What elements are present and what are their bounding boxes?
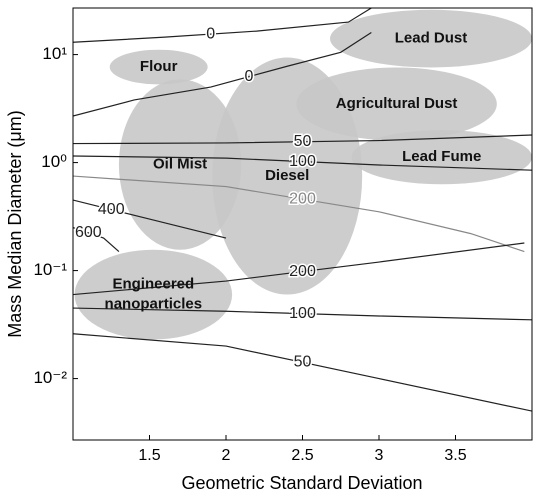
x-tick-label: 2.5 [291, 447, 313, 464]
region-label: Diesel [265, 167, 309, 184]
y-tick-label: 10¹ [42, 44, 67, 63]
y-axis-label: Mass Median Diameter (μm) [5, 110, 25, 337]
region [212, 57, 363, 295]
region-label-line: nanoparticles [105, 296, 203, 313]
region [118, 79, 242, 250]
contour-line [73, 134, 532, 145]
contour-line [73, 32, 372, 117]
contour-line [73, 242, 525, 296]
contour-label: 400 [98, 201, 125, 218]
region-label: Engineered nanoparticles [105, 276, 203, 313]
region-label: Flour [140, 58, 178, 75]
contour-label: 0 [206, 25, 215, 42]
contour-label: 200 [289, 263, 316, 280]
contour-label: 0 [244, 68, 253, 85]
contour-line [73, 155, 532, 171]
x-tick-label: 2 [222, 447, 231, 464]
x-tick-label: 3.5 [444, 447, 466, 464]
region-label: Lead Fume [402, 148, 481, 165]
contour-label: 100 [289, 305, 316, 322]
x-tick-label: 3 [375, 447, 384, 464]
region [351, 130, 532, 185]
region-label: Lead Dust [395, 30, 468, 47]
y-tick-label: 10⁻² [33, 368, 67, 387]
contour-label: 100 [289, 153, 316, 170]
x-tick-label: 1.5 [138, 447, 160, 464]
x-axis-label: Geometric Standard Deviation [181, 473, 422, 493]
contour-label: 200 [289, 190, 316, 207]
y-tick-label: 10⁰ [41, 152, 67, 171]
contour-label: 600 [75, 224, 102, 241]
region-label-line: Engineered [112, 276, 194, 293]
contour-line [73, 307, 532, 321]
contour-line [73, 227, 120, 253]
contour-line [73, 199, 227, 239]
region-label: Agricultural Dust [336, 95, 458, 112]
contour-label: 50 [294, 133, 312, 150]
contour-label: 50 [294, 354, 312, 371]
contour-line [73, 8, 372, 43]
contour-line [73, 175, 525, 253]
region-label: Oil Mist [153, 156, 207, 173]
region [330, 9, 532, 68]
region [74, 249, 233, 340]
region [109, 49, 208, 85]
contour-line [73, 333, 532, 412]
y-tick-label: 10⁻¹ [33, 260, 67, 279]
plot-area: 0 0 50 100 200 400 600 200 100 50 Lead Dust Flour Ag… [73, 8, 532, 412]
